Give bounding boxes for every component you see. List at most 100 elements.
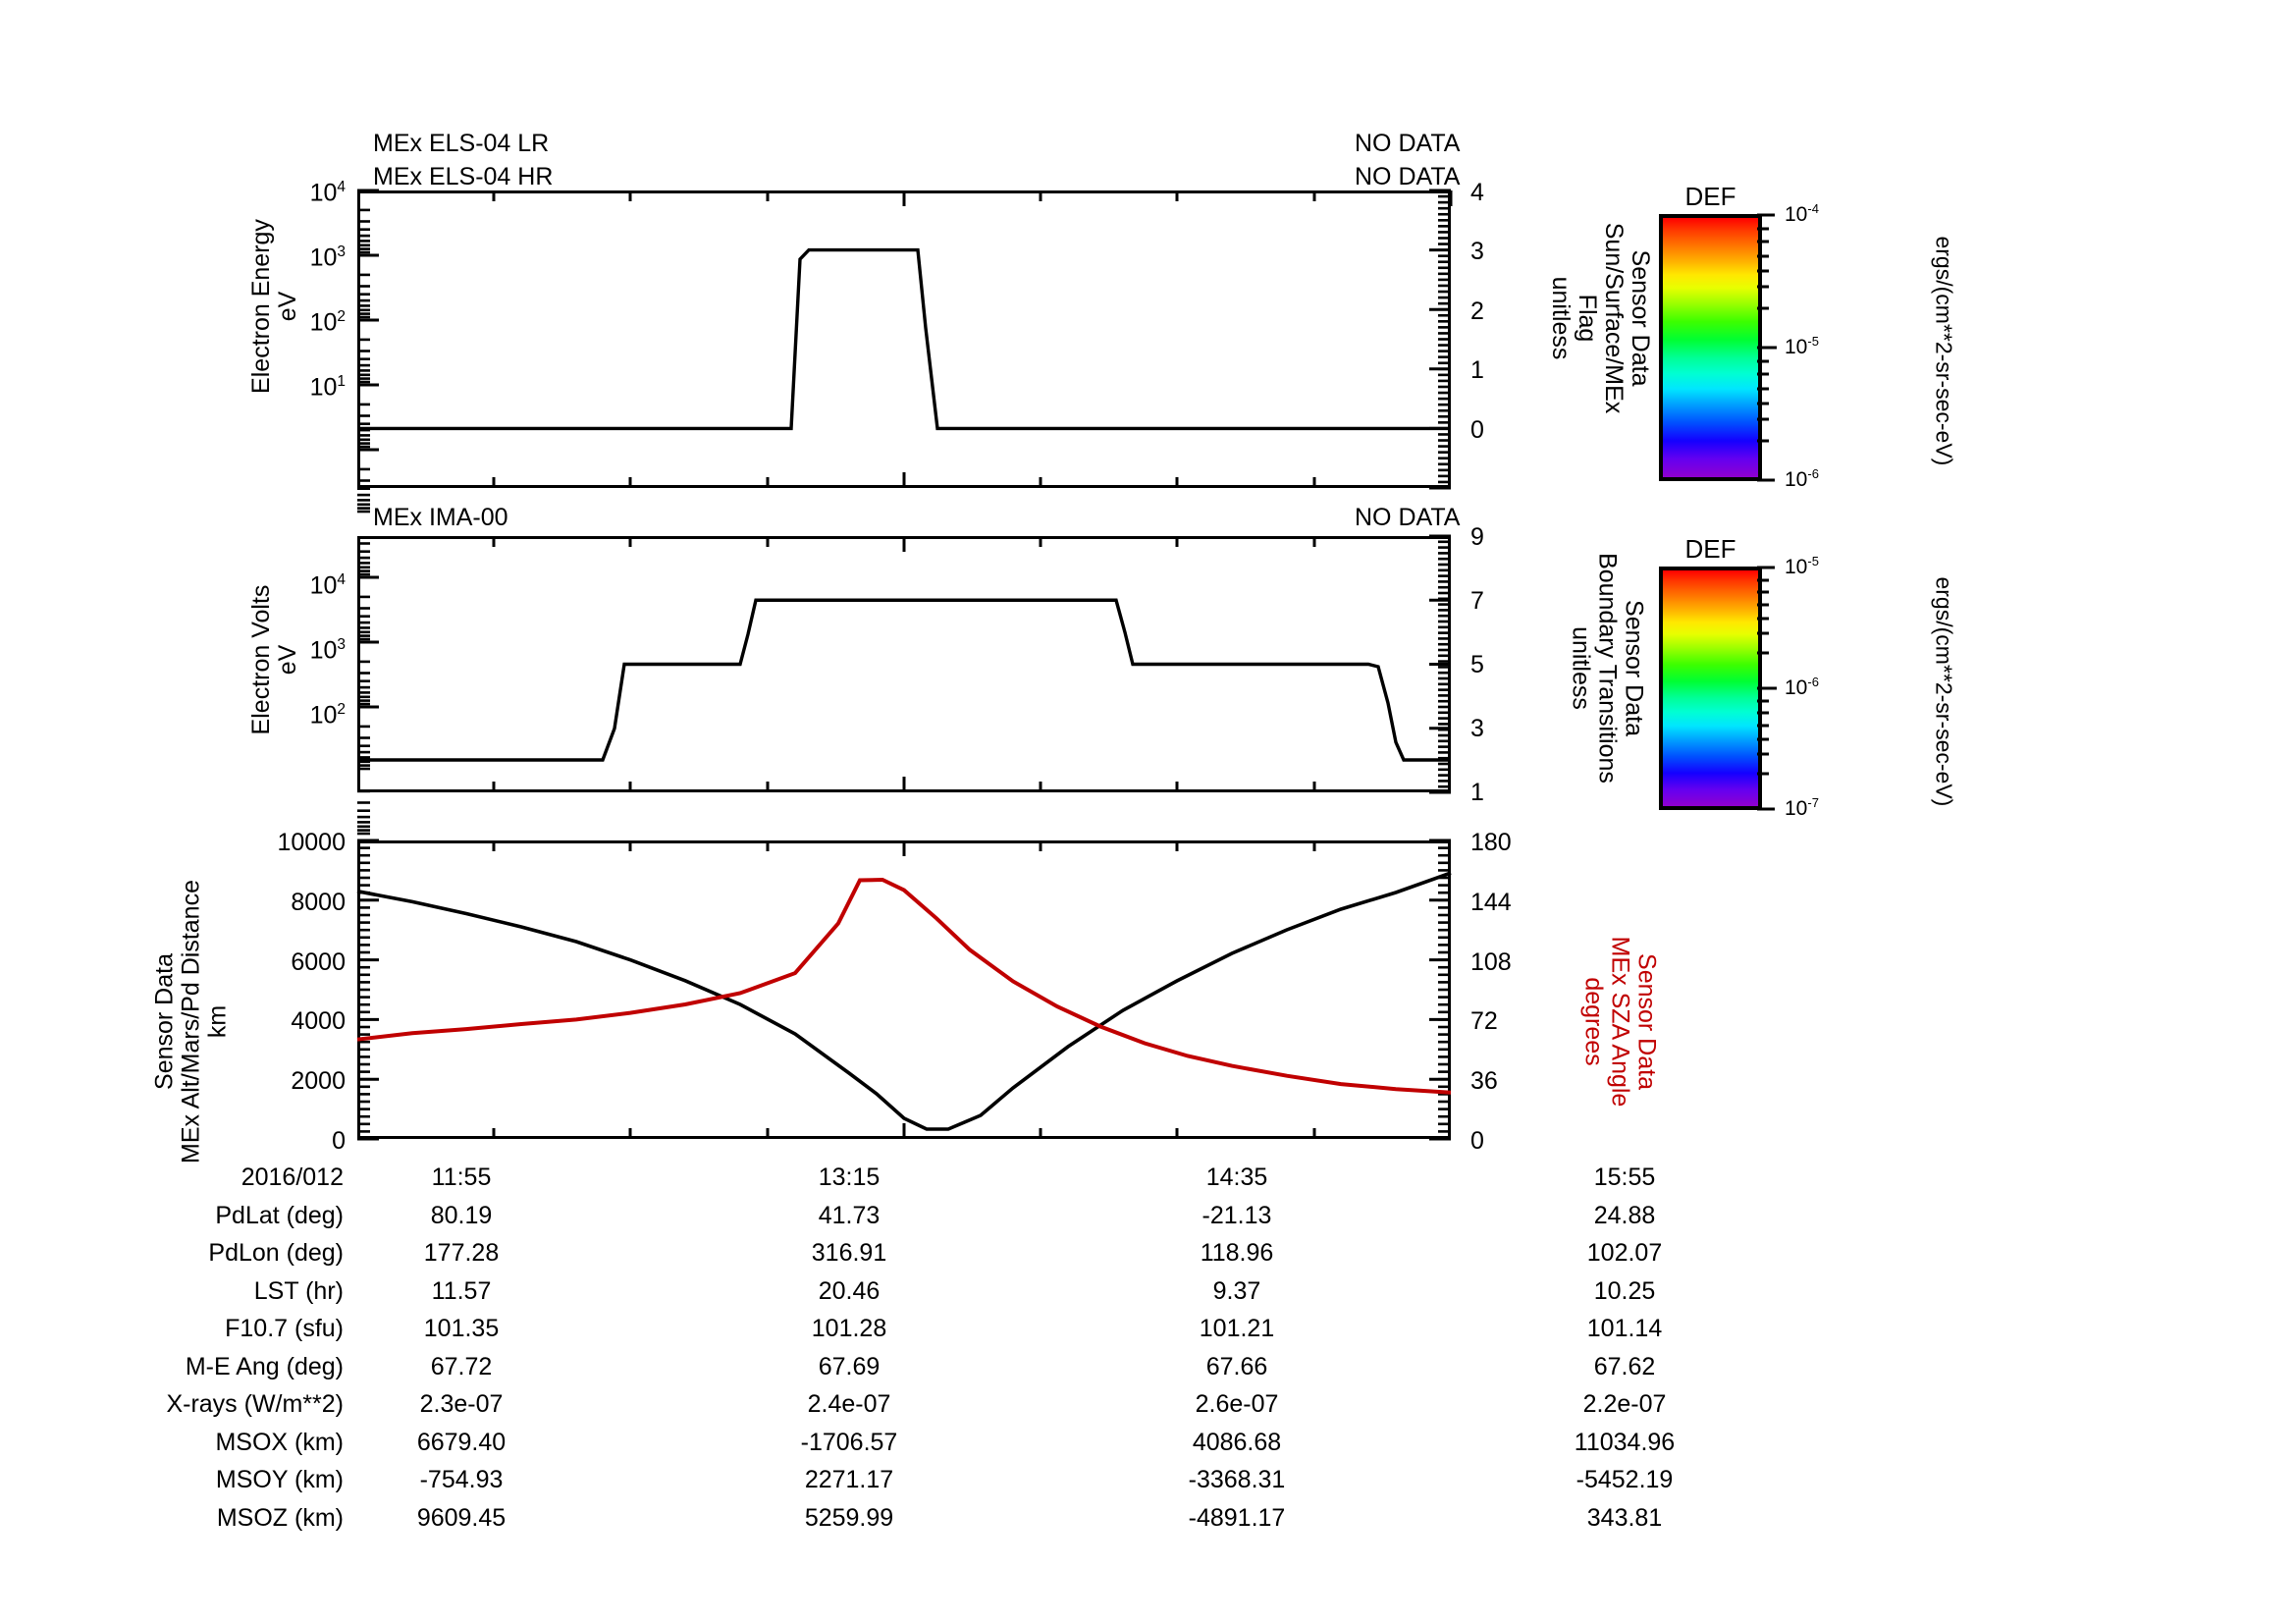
ephemeris-row-label: M-E Ang (deg)	[185, 1352, 344, 1380]
ephemeris-cell: 6679.40	[416, 1428, 507, 1456]
ephemeris-cell: 10.25	[1593, 1276, 1656, 1305]
colorbar-ima-tick-bottom: 10-7	[1785, 795, 1819, 820]
panel-alt-rtick-36: 36	[1470, 1067, 1498, 1095]
colorbar-els-tick-top: 10-4	[1785, 201, 1819, 226]
els-flag-trace	[357, 247, 1451, 431]
ephemeris-cell: 2.4e-07	[807, 1390, 891, 1418]
ephemeris-cell: -21.13	[1201, 1201, 1272, 1229]
ephemeris-cell: 4086.68	[1192, 1428, 1282, 1456]
panel-alt-rtick-72: 72	[1470, 1007, 1498, 1035]
ephemeris-cell: 41.73	[818, 1201, 881, 1229]
panel-alt-rtick-0: 0	[1470, 1127, 1484, 1155]
ephemeris-row-label: MSOY (km)	[215, 1466, 344, 1493]
ephemeris-cell: 9.37	[1212, 1276, 1261, 1305]
colorbar-ima-tick-mid: 10-6	[1785, 675, 1819, 699]
panel-els-rtick-2: 2	[1470, 298, 1484, 325]
panel-els-ytick-2: 102	[309, 308, 346, 337]
panel-ima-ytick-2: 102	[309, 701, 346, 730]
colorbar-els-tick-mid: 10-5	[1785, 334, 1819, 358]
ephemeris-row-label: 2016/012	[240, 1163, 344, 1191]
colorbar-ima-units: ergs/(cm**2-sr-sec-eV)	[1931, 576, 1957, 807]
panel-alt-rtick-180: 180	[1470, 829, 1512, 856]
panel-els-ytick-3: 103	[309, 243, 346, 272]
ephemeris-cell: 11034.96	[1574, 1428, 1676, 1456]
panel-ima-rtick-5: 5	[1470, 651, 1484, 678]
ephemeris-cell: 67.69	[818, 1352, 881, 1380]
panel-alt-ytick-2000: 2000	[291, 1067, 346, 1095]
panel-ima-rtick-3: 3	[1470, 715, 1484, 742]
panel-els-y-left-label: Electron Energy eV	[247, 219, 301, 394]
ephemeris-cell: 343.81	[1586, 1503, 1663, 1532]
panel-ima-axes-ticks	[357, 534, 1451, 836]
ephemeris-cell: 101.21	[1199, 1315, 1275, 1342]
ephemeris-row-label: LST (hr)	[253, 1276, 344, 1305]
ephemeris-cell: -3368.31	[1188, 1466, 1286, 1493]
panel-ima-title: MEx IMA-00	[373, 504, 508, 531]
ephemeris-cell: 2271.17	[804, 1466, 894, 1493]
panel-els-ytick-1: 101	[309, 373, 346, 402]
ephemeris-row-label: PdLon (deg)	[208, 1239, 344, 1267]
ephemeris-row-label: PdLat (deg)	[215, 1201, 344, 1229]
ephemeris-cell: -754.93	[419, 1466, 504, 1493]
colorbar-els-units: ergs/(cm**2-sr-sec-eV)	[1931, 236, 1957, 466]
colorbar-ima-tick-top: 10-5	[1785, 554, 1819, 578]
panel-els-title-lr: MEx ELS-04 LR	[373, 130, 550, 157]
panel-alt-ytick-10000: 10000	[277, 829, 346, 856]
panel-els-axes-ticks	[357, 189, 1453, 514]
panel-alt-y-right-label: Sensor Data MEx SZA Angle degrees	[1579, 936, 1661, 1108]
ephemeris-cell: 5259.99	[804, 1503, 894, 1532]
panel-ima-ytick-3: 103	[309, 636, 346, 665]
ephemeris-cell: 102.07	[1586, 1239, 1663, 1267]
ephemeris-cell: 80.19	[430, 1201, 493, 1229]
ephemeris-cell: 13:15	[818, 1163, 881, 1191]
panel-ima-nodata: NO DATA	[1355, 504, 1461, 531]
colorbar-els	[1659, 214, 1762, 481]
panel-els-nodata-hr: NO DATA	[1355, 163, 1461, 190]
ephemeris-cell: 2.3e-07	[419, 1390, 504, 1418]
ephemeris-cell: 15:55	[1593, 1163, 1656, 1191]
ephemeris-cell: -5452.19	[1575, 1466, 1674, 1493]
ephemeris-cell: 67.72	[430, 1352, 493, 1380]
ephemeris-cell: 101.35	[423, 1315, 500, 1342]
ephemeris-cell: 11:55	[431, 1163, 492, 1191]
panel-alt-ytick-6000: 6000	[291, 948, 346, 976]
ephemeris-cell: 24.88	[1593, 1201, 1656, 1229]
ima-boundary-trace	[357, 598, 1451, 762]
altitude-trace	[356, 871, 1452, 1131]
ephemeris-cell: 67.66	[1205, 1352, 1268, 1380]
colorbar-ima-title: DEF	[1684, 534, 1736, 564]
panel-els-ytick-4: 104	[309, 179, 346, 207]
panel-alt-y-left-label: Sensor Data MEx Alt/Mars/Pd Distance km	[150, 880, 232, 1163]
panel-ima-y-right-label: Sensor Data Boundary Transitions unitles…	[1567, 553, 1648, 784]
ephemeris-row-label: MSOX (km)	[215, 1428, 344, 1456]
colorbar-ima	[1659, 567, 1762, 810]
sza-trace	[356, 877, 1452, 1095]
ephemeris-cell: 177.28	[423, 1239, 500, 1267]
panel-els-title-hr: MEx ELS-04 HR	[373, 163, 554, 190]
ephemeris-cell: 101.28	[811, 1315, 887, 1342]
ephemeris-cell: 20.46	[818, 1276, 881, 1305]
panel-ima-rtick-7: 7	[1470, 587, 1484, 615]
panel-alt-rtick-144: 144	[1470, 889, 1512, 916]
panel-alt-rtick-108: 108	[1470, 948, 1512, 976]
colorbar-els-title: DEF	[1684, 182, 1736, 211]
colorbar-ima-gradient	[1663, 570, 1758, 806]
ephemeris-row-label: F10.7 (sfu)	[225, 1315, 344, 1342]
ephemeris-cell: -1706.57	[800, 1428, 898, 1456]
panel-els-y-right-label: Sensor Data Sun/Surface/MEx Flag unitles…	[1547, 222, 1654, 414]
panel-altitude-traces	[356, 839, 1452, 1141]
panel-ima-y-left-label: Electron Volts eV	[247, 584, 301, 735]
panel-els-rtick-1: 1	[1470, 356, 1484, 384]
panel-els-rtick-3: 3	[1470, 238, 1484, 265]
ephemeris-row-label: MSOZ (km)	[216, 1503, 344, 1532]
panel-els-plot	[357, 190, 1451, 488]
colorbar-els-tick-bottom: 10-6	[1785, 466, 1819, 491]
colorbar-els-ticks	[1757, 213, 1777, 482]
ephemeris-cell: 11.57	[431, 1276, 492, 1305]
panel-ima-ytick-4: 104	[309, 571, 346, 600]
ephemeris-cell: -4891.17	[1188, 1503, 1286, 1532]
ephemeris-cell: 118.96	[1200, 1239, 1274, 1267]
ephemeris-cell: 14:35	[1205, 1163, 1268, 1191]
ephemeris-cell: 9609.45	[416, 1503, 507, 1532]
ephemeris-cell: 101.14	[1586, 1315, 1663, 1342]
